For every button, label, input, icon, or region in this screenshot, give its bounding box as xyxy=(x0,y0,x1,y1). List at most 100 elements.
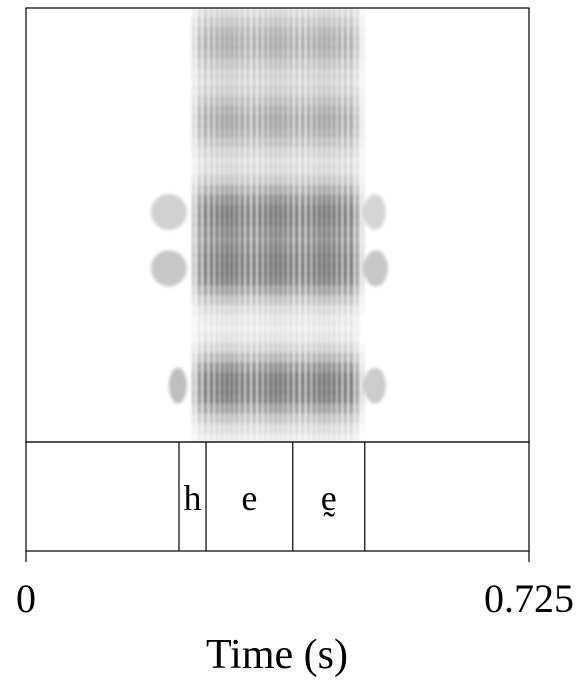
voicing-pulse xyxy=(349,402,353,414)
voicing-pulse xyxy=(192,37,195,49)
voicing-pulse xyxy=(361,412,365,423)
voicing-pulse xyxy=(235,372,239,384)
voicing-pulse xyxy=(192,205,195,216)
voicing-pulse xyxy=(307,136,310,147)
voicing-pulse xyxy=(355,313,359,325)
voicing-pulse xyxy=(274,244,277,256)
voicing-pulse xyxy=(289,86,293,98)
voicing-pulse xyxy=(343,303,347,315)
voicing-pulse xyxy=(220,254,224,266)
voicing-pulse xyxy=(338,343,341,354)
voicing-pulse xyxy=(269,254,273,266)
voicing-pulse xyxy=(332,284,336,295)
voicing-pulse xyxy=(349,432,353,442)
voicing-pulse xyxy=(230,274,234,285)
voicing-pulse xyxy=(318,175,321,187)
voicing-pulse xyxy=(279,244,282,256)
voicing-pulse xyxy=(246,234,250,246)
voicing-pulse xyxy=(235,313,239,325)
voicing-pulse xyxy=(240,77,244,88)
voicing-pulse xyxy=(240,17,244,29)
voicing-pulse xyxy=(192,8,195,19)
voicing-pulse xyxy=(312,363,316,374)
voicing-pulse xyxy=(264,47,267,58)
voicing-pulse xyxy=(252,294,256,305)
voicing-pulse xyxy=(307,8,310,19)
voicing-pulse xyxy=(327,353,331,364)
voicing-pulse xyxy=(307,234,310,246)
voicing-pulse xyxy=(289,8,293,19)
voicing-pulse xyxy=(252,363,256,374)
voicing-pulse xyxy=(289,67,293,78)
voicing-pulse xyxy=(284,47,287,58)
voicing-pulse xyxy=(307,382,310,394)
voicing-pulse xyxy=(269,402,273,414)
voicing-pulse xyxy=(338,432,341,442)
voicing-pulse xyxy=(322,57,326,68)
voicing-pulse xyxy=(361,116,365,127)
voicing-pulse xyxy=(258,106,262,118)
voicing-pulse xyxy=(274,106,277,118)
voicing-pulse xyxy=(198,57,201,68)
voicing-pulse xyxy=(289,37,293,49)
voicing-pulse xyxy=(338,234,341,246)
voicing-pulse xyxy=(355,353,359,364)
voicing-pulse xyxy=(322,323,326,335)
voicing-pulse xyxy=(289,432,293,442)
voicing-pulse xyxy=(220,353,224,364)
voicing-pulse xyxy=(355,185,359,197)
voicing-pulse xyxy=(246,264,250,275)
voicing-pulse xyxy=(279,47,282,58)
voicing-pulse xyxy=(274,234,277,246)
voicing-pulse xyxy=(361,27,365,39)
voicing-pulse xyxy=(355,343,359,354)
voicing-pulse xyxy=(192,372,195,384)
voicing-pulse xyxy=(210,175,213,187)
voicing-pulse xyxy=(338,284,341,295)
voicing-pulse xyxy=(284,353,287,364)
voicing-pulse xyxy=(220,27,224,39)
voicing-pulse xyxy=(361,353,365,364)
voicing-pulse xyxy=(235,353,239,364)
voicing-pulse xyxy=(215,57,219,68)
voicing-pulse xyxy=(210,57,213,68)
voicing-pulse xyxy=(284,333,287,344)
voicing-pulse xyxy=(343,116,347,127)
voicing-pulse xyxy=(198,382,201,394)
voicing-pulse xyxy=(338,67,341,78)
voicing-pulse xyxy=(252,37,256,49)
voicing-pulse xyxy=(284,77,287,88)
voicing-pulse xyxy=(204,323,207,335)
voicing-pulse xyxy=(204,96,207,108)
voicing-pulse xyxy=(264,116,267,127)
voicing-pulse xyxy=(274,195,277,206)
voicing-pulse xyxy=(235,126,239,137)
voicing-pulse xyxy=(343,244,347,256)
voicing-pulse xyxy=(198,155,201,167)
voicing-pulse xyxy=(279,422,282,433)
voicing-pulse xyxy=(361,106,365,118)
voicing-pulse xyxy=(230,225,234,236)
voicing-pulse xyxy=(274,333,277,344)
voicing-pulse xyxy=(258,343,262,354)
voicing-pulse xyxy=(301,86,304,98)
voicing-pulse xyxy=(225,67,229,78)
voicing-pulse xyxy=(338,57,341,68)
voicing-pulse xyxy=(289,343,293,354)
voicing-pulse xyxy=(361,126,365,137)
voicing-pulse xyxy=(338,106,341,118)
voicing-pulse xyxy=(295,165,298,177)
segment-label-2: ḛ xyxy=(321,478,337,518)
voicing-pulse xyxy=(338,86,341,98)
voicing-pulse xyxy=(230,303,234,315)
voicing-pulse xyxy=(327,96,331,108)
voicing-pulse xyxy=(274,146,277,157)
voicing-pulse xyxy=(192,363,195,374)
voicing-pulse xyxy=(307,402,310,414)
voicing-pulse xyxy=(295,244,298,256)
voicing-pulse xyxy=(284,392,287,404)
voicing-pulse xyxy=(322,175,326,187)
voicing-pulse xyxy=(198,343,201,354)
voicing-pulse xyxy=(307,372,310,384)
voicing-pulse xyxy=(307,195,310,206)
